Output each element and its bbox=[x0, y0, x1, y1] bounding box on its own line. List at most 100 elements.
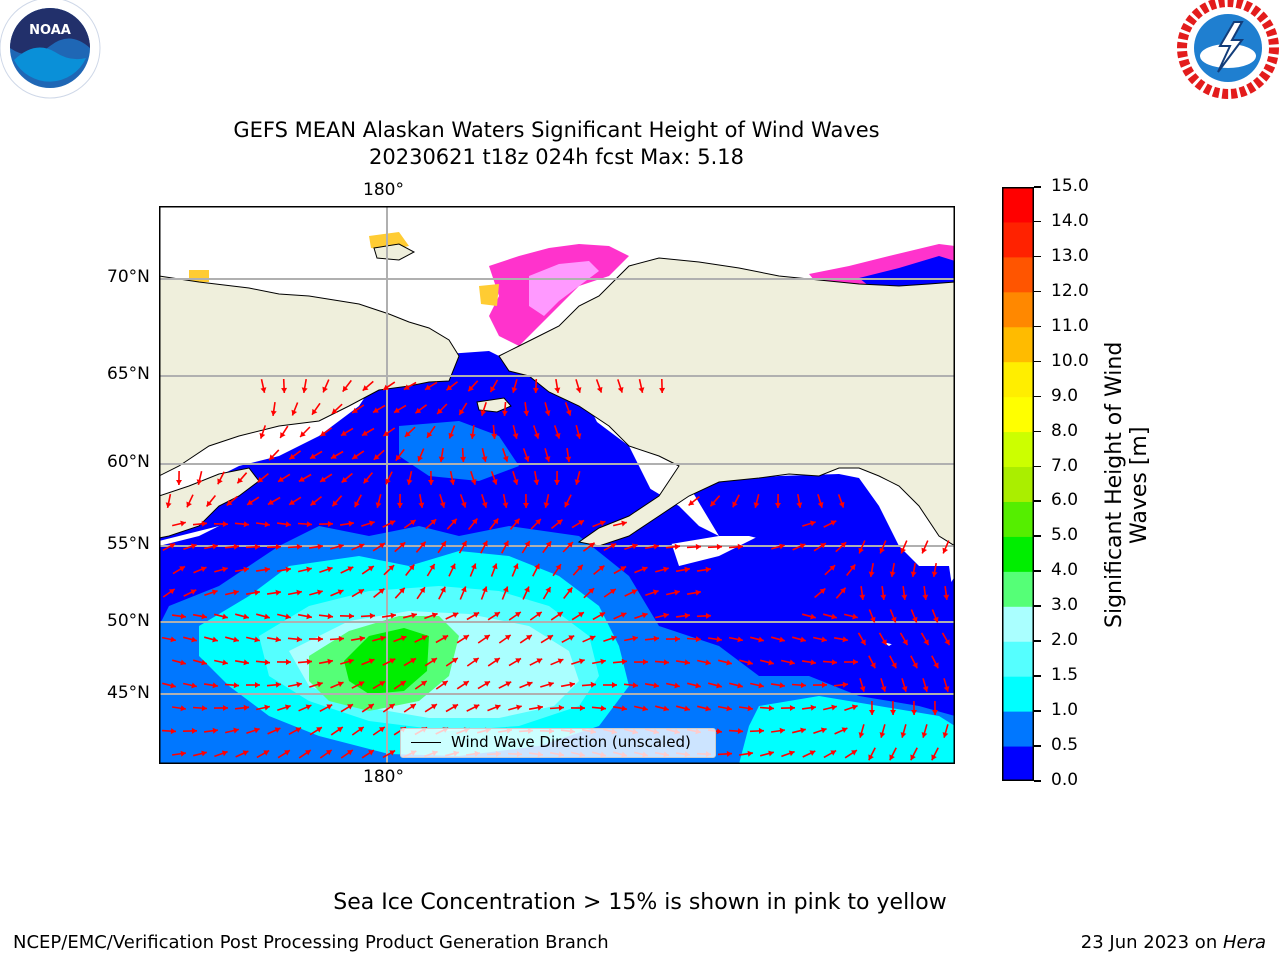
colorbar-tick-mark bbox=[1034, 360, 1041, 363]
wave-direction-arrowhead bbox=[933, 616, 939, 623]
wave-direction-arrowhead bbox=[368, 704, 374, 710]
wave-direction-arrowhead bbox=[332, 500, 338, 507]
wave-direction-arrowhead bbox=[642, 705, 648, 712]
wave-direction-arrowhead bbox=[544, 410, 551, 416]
colorbar-label: Significant Height of Wind Waves [m] bbox=[1102, 335, 1154, 635]
wave-direction-arrowhead bbox=[421, 635, 428, 641]
wave-direction-arrowhead bbox=[879, 547, 885, 554]
wave-direction-arrowhead bbox=[567, 542, 573, 548]
wave-direction-arrowhead bbox=[296, 636, 302, 643]
colorbar-segment bbox=[1002, 536, 1034, 572]
wave-direction-arrowhead bbox=[526, 681, 533, 687]
wave-direction-arrowhead bbox=[779, 727, 785, 734]
colorbar-tick-label: 6.0 bbox=[1051, 490, 1079, 511]
wave-direction-arrowhead bbox=[275, 589, 281, 596]
wave-direction-arrowhead bbox=[526, 635, 532, 641]
footer-branch: NCEP/EMC/Verification Post Processing Pr… bbox=[13, 932, 609, 953]
wave-direction-arrowhead bbox=[849, 564, 856, 571]
wave-direction-arrowhead bbox=[490, 386, 496, 393]
wave-direction-arrowhead bbox=[275, 681, 281, 688]
wave-direction-arrowhead bbox=[446, 384, 453, 391]
wave-direction-arrowhead bbox=[264, 521, 270, 528]
colorbar-segment bbox=[1002, 466, 1034, 502]
wave-direction-arrowhead bbox=[363, 477, 370, 484]
wave-direction-arrowhead bbox=[362, 430, 368, 436]
wave-direction-arrowhead bbox=[427, 431, 433, 438]
colorbar-tick-mark bbox=[1034, 186, 1041, 188]
colorbar-tick-mark bbox=[1034, 710, 1041, 712]
wave-direction-arrowhead bbox=[399, 587, 405, 594]
wave-direction-arrowhead bbox=[289, 453, 296, 460]
wave-direction-arrowhead bbox=[891, 662, 897, 669]
wave-direction-arrowhead bbox=[201, 705, 207, 712]
wave-direction-arrowhead bbox=[211, 589, 218, 596]
wave-direction-arrowhead bbox=[532, 387, 539, 393]
wave-direction-arrowhead bbox=[502, 455, 509, 462]
wave-direction-arrowhead bbox=[233, 543, 239, 550]
colorbar-tick-mark bbox=[1034, 780, 1041, 782]
wave-direction-arrowhead bbox=[838, 501, 845, 508]
wave-direction-arrowhead bbox=[578, 520, 584, 526]
wave-direction-arrowhead bbox=[285, 613, 291, 620]
wave-direction-arrowhead bbox=[347, 566, 354, 572]
wave-direction-arrowhead bbox=[870, 616, 876, 623]
wave-direction-arrowhead bbox=[544, 456, 551, 462]
wave-direction-arrowhead bbox=[789, 659, 795, 666]
wave-direction-arrowhead bbox=[705, 705, 711, 712]
wave-direction-arrowhead bbox=[536, 658, 543, 664]
wave-direction-arrowhead bbox=[269, 454, 275, 461]
wave-direction-arrowhead bbox=[577, 564, 583, 571]
wave-direction-arrowhead bbox=[420, 541, 426, 548]
wave-direction-arrowhead bbox=[533, 479, 540, 485]
wave-direction-arrowhead bbox=[684, 566, 690, 573]
wave-direction-arrowhead bbox=[389, 658, 396, 664]
wave-direction-arrowhead bbox=[512, 433, 519, 439]
wave-direction-arrowhead bbox=[357, 727, 364, 733]
wave-direction-arrowhead bbox=[411, 612, 417, 619]
wave-direction-arrowhead bbox=[609, 589, 616, 595]
wave-direction-arrowhead bbox=[726, 705, 732, 712]
wave-direction-arrowhead bbox=[880, 594, 887, 600]
wave-direction-arrowhead bbox=[631, 543, 638, 550]
wave-direction-arrowhead bbox=[851, 750, 857, 756]
wave-direction-arrowhead bbox=[535, 612, 542, 618]
noaa-logo: NOAA bbox=[0, 0, 104, 104]
wave-direction-arrowhead bbox=[270, 410, 277, 416]
wave-direction-arrowhead bbox=[358, 589, 364, 595]
wave-direction-arrowhead bbox=[263, 750, 270, 756]
wave-direction-arrowhead bbox=[388, 704, 395, 710]
wave-direction-arrowhead bbox=[419, 587, 425, 593]
colorbar-label-line2: Waves [m] bbox=[1127, 426, 1152, 544]
wave-direction-arrowhead bbox=[417, 455, 423, 462]
wave-direction-arrowhead bbox=[358, 543, 365, 549]
wave-direction-arrowhead bbox=[439, 502, 446, 508]
wave-direction-arrowhead bbox=[753, 502, 760, 508]
colorbar-tick-mark bbox=[1034, 395, 1041, 398]
wave-direction-arrowhead bbox=[327, 613, 333, 620]
wave-direction-arrowhead bbox=[641, 612, 648, 619]
colorbar-tick-mark bbox=[1034, 430, 1041, 433]
wave-direction-arrowhead bbox=[254, 636, 260, 643]
colorbar-tick-label: 13.0 bbox=[1051, 245, 1089, 266]
wave-direction-arrowhead bbox=[385, 478, 391, 485]
colorbar-frame bbox=[1002, 187, 1034, 781]
gridlines bbox=[159, 206, 955, 764]
wave-direction-arrowhead bbox=[575, 387, 582, 393]
wave-direction-arrowhead bbox=[180, 705, 186, 712]
wave-direction-arrowhead bbox=[652, 589, 659, 596]
wave-direction-arrowhead bbox=[322, 386, 328, 393]
wave-direction-arrowhead bbox=[710, 500, 716, 507]
wave-direction-arrowhead bbox=[574, 479, 581, 485]
colorbar-tick-mark bbox=[1034, 290, 1041, 293]
wave-direction-arrowhead bbox=[380, 635, 386, 642]
wave-direction-arrowhead bbox=[922, 686, 929, 692]
wave-direction-arrowhead bbox=[285, 704, 291, 711]
colorbar bbox=[1002, 187, 1034, 782]
colorbar-tick-label: 7.0 bbox=[1051, 455, 1079, 476]
wave-direction-arrowhead bbox=[296, 681, 302, 688]
wave-direction-arrowhead bbox=[383, 384, 389, 390]
wave-direction-arrowhead bbox=[502, 586, 509, 593]
wave-direction-arrowhead bbox=[565, 409, 572, 416]
wave-direction-arrowhead bbox=[317, 543, 323, 550]
wave-direction-arrowhead bbox=[254, 543, 260, 550]
